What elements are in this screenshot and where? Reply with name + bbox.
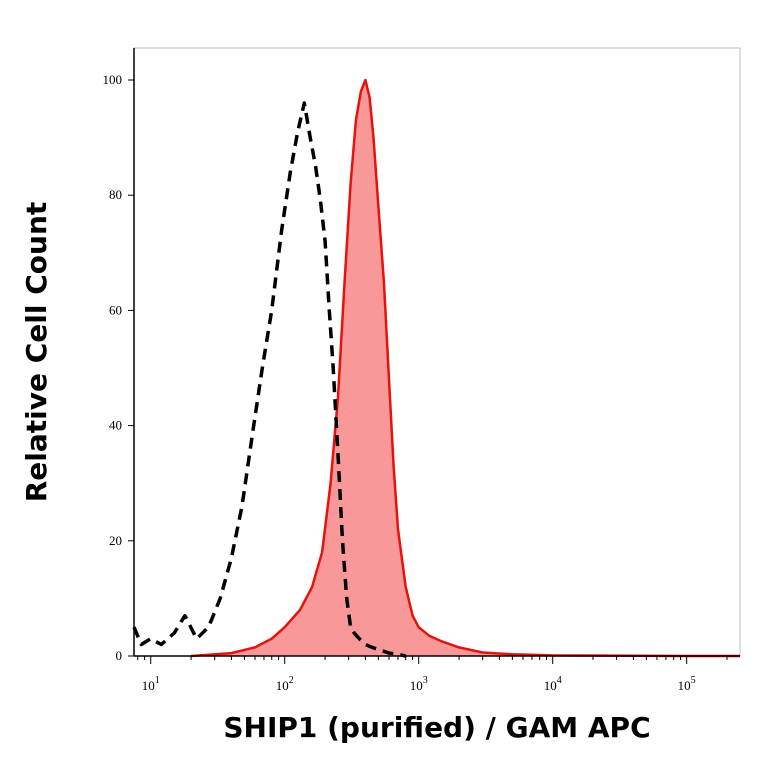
x-tick-label: 102 <box>276 675 294 693</box>
x-axis-ticks: 101 102 103 104 105 <box>137 656 728 693</box>
x-axis-title: SHIP1 (purified) / GAM APC <box>223 711 650 744</box>
series-1-area <box>191 80 741 656</box>
y-tick-label: 0 <box>116 648 123 663</box>
y-tick-label: 60 <box>109 302 122 317</box>
y-tick-label: 100 <box>103 72 123 87</box>
x-tick-label: 104 <box>544 675 562 693</box>
x-tick-label: 103 <box>410 675 428 693</box>
y-axis-ticks: 0 20 40 60 80 100 <box>103 72 134 663</box>
y-tick-label: 80 <box>109 187 122 202</box>
y-tick-label: 40 <box>109 418 122 433</box>
plot-frame <box>133 47 741 657</box>
series-1-line <box>191 78 740 658</box>
series-0-line <box>132 101 407 658</box>
series-layer <box>132 78 741 658</box>
x-tick-label: 101 <box>142 675 160 693</box>
x-tick-label: 105 <box>678 675 696 693</box>
y-tick-label: 20 <box>109 533 122 548</box>
y-axis-title: Relative Cell Count <box>20 202 53 503</box>
